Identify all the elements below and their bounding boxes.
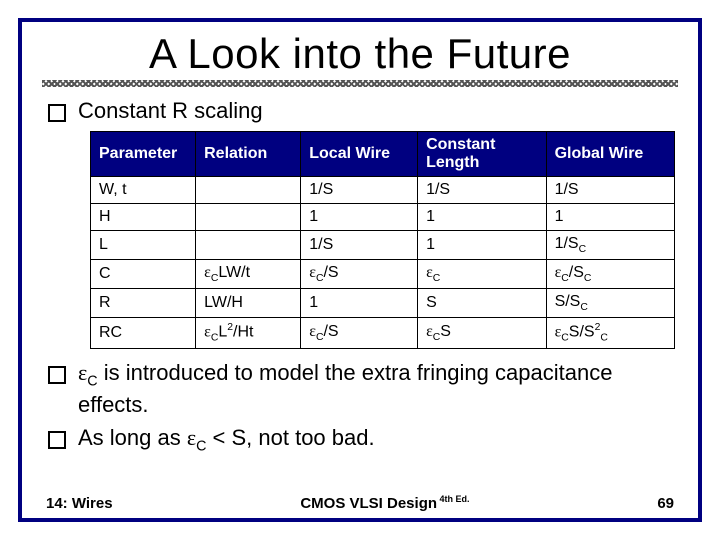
th-global: Global Wire	[546, 131, 675, 176]
title-divider	[42, 80, 678, 87]
slide-footer: 14: Wires CMOS VLSI Design 4th Ed. 69	[46, 494, 674, 512]
table-row: W, t 1/S 1/S 1/S	[91, 176, 675, 203]
cell-con: 1	[418, 203, 547, 230]
footer-left: 14: Wires	[46, 495, 113, 512]
cell-glob: εC/SC	[546, 259, 675, 288]
cell-loc: 1/S	[301, 176, 418, 203]
cell-loc: εC/S	[301, 259, 418, 288]
th-relation: Relation	[196, 131, 301, 176]
table-header-row: Parameter Relation Local Wire Constant L…	[91, 131, 675, 176]
cell-glob: 1	[546, 203, 675, 230]
slide: A Look into the Future Constant R scalin…	[0, 0, 720, 540]
slide-frame: A Look into the Future Constant R scalin…	[18, 18, 702, 522]
slide-title: A Look into the Future	[42, 30, 678, 78]
cell-glob: S/SC	[546, 288, 675, 317]
th-constant: Constant Length	[418, 131, 547, 176]
cell-loc: 1	[301, 288, 418, 317]
footer-center: CMOS VLSI Design 4th Ed.	[153, 494, 618, 512]
cell-rel: LW/H	[196, 288, 301, 317]
cell-param: C	[91, 259, 196, 288]
cell-param: L	[91, 230, 196, 259]
cell-rel: εCL2/Ht	[196, 318, 301, 349]
cell-glob: εCS/S2C	[546, 318, 675, 349]
table-row: RC εCL2/Ht εC/S εCS εCS/S2C	[91, 318, 675, 349]
bullet-2: εC is introduced to model the extra frin…	[48, 359, 678, 419]
cell-rel	[196, 203, 301, 230]
cell-rel	[196, 230, 301, 259]
cell-loc: 1	[301, 203, 418, 230]
bullet-box-icon	[48, 431, 66, 449]
footer-page-number: 69	[657, 495, 674, 512]
cell-param: W, t	[91, 176, 196, 203]
cell-rel: εCLW/t	[196, 259, 301, 288]
bullet-3: As long as εC < S, not too bad.	[48, 424, 678, 456]
th-local: Local Wire	[301, 131, 418, 176]
cell-con: 1/S	[418, 176, 547, 203]
bullet-3-text: As long as εC < S, not too bad.	[78, 424, 375, 456]
th-parameter: Parameter	[91, 131, 196, 176]
bullet-2-text: εC is introduced to model the extra frin…	[78, 359, 678, 419]
table-row: H 1 1 1	[91, 203, 675, 230]
table-row: C εCLW/t εC/S εC εC/SC	[91, 259, 675, 288]
bullet-1: Constant R scaling	[48, 97, 678, 125]
cell-glob: 1/S	[546, 176, 675, 203]
cell-glob: 1/SC	[546, 230, 675, 259]
table-row: R LW/H 1 S S/SC	[91, 288, 675, 317]
cell-loc: 1/S	[301, 230, 418, 259]
cell-param: H	[91, 203, 196, 230]
cell-param: RC	[91, 318, 196, 349]
bullet-1-text: Constant R scaling	[78, 97, 263, 125]
bullet-box-icon	[48, 366, 66, 384]
cell-con: 1	[418, 230, 547, 259]
scaling-table: Parameter Relation Local Wire Constant L…	[90, 131, 675, 349]
cell-param: R	[91, 288, 196, 317]
bullet-box-icon	[48, 104, 66, 122]
cell-con: εCS	[418, 318, 547, 349]
cell-con: εC	[418, 259, 547, 288]
cell-con: S	[418, 288, 547, 317]
cell-rel	[196, 176, 301, 203]
cell-loc: εC/S	[301, 318, 418, 349]
table-row: L 1/S 1 1/SC	[91, 230, 675, 259]
